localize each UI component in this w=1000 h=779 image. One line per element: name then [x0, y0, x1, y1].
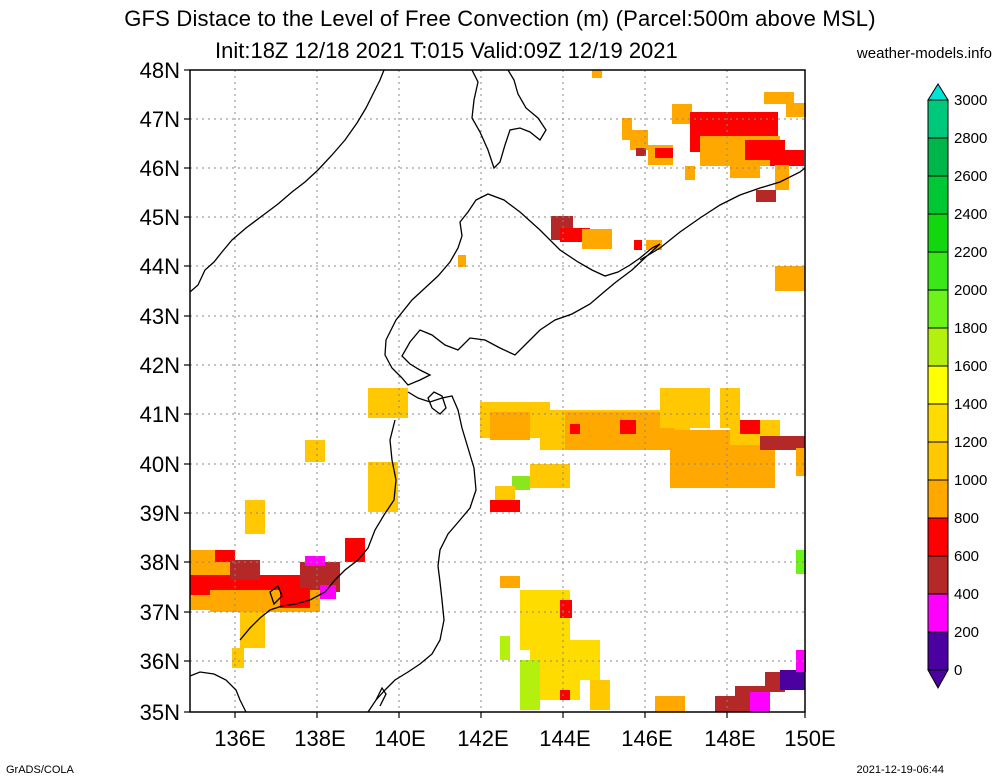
lon-label: 140E	[374, 726, 425, 751]
colorbar-top-arrow	[927, 83, 949, 101]
lat-label: 39N	[140, 501, 180, 526]
colorbar-label: 600	[954, 548, 979, 565]
colorbar-label: 800	[954, 510, 979, 527]
colorbar-label: 2400	[954, 206, 987, 223]
colorbar-label: 1800	[954, 320, 987, 337]
colorbar-label: 2000	[954, 282, 987, 299]
lat-label: 36N	[140, 649, 180, 674]
gridlines	[190, 70, 805, 712]
shading-cluster-southwest	[190, 500, 365, 668]
colorbar-segment	[927, 175, 949, 215]
lon-label: 150E	[784, 726, 835, 751]
lon-label: 144E	[539, 726, 590, 751]
colorbar-label: 1400	[954, 396, 987, 413]
lat-label: 41N	[140, 402, 180, 427]
colorbar-label: 2200	[954, 244, 987, 261]
map-background	[190, 70, 805, 712]
lon-label: 138E	[294, 726, 345, 751]
tick-marks	[184, 69, 806, 718]
colorbar-segment	[927, 555, 949, 595]
colorbar-label: 1200	[954, 434, 987, 451]
lat-label: 44N	[140, 254, 180, 279]
colorbar-segments	[927, 99, 949, 671]
colorbar-label: 0	[954, 662, 962, 679]
coastlines	[189, 69, 806, 713]
lon-label: 136E	[214, 726, 265, 751]
lon-label: 146E	[621, 726, 672, 751]
lat-label: 38N	[140, 550, 180, 575]
colorbar-segment	[927, 441, 949, 481]
lat-label: 37N	[140, 600, 180, 625]
chart-subtitle: Init:18Z 12/18 2021 T:015 Valid:09Z 12/1…	[215, 38, 678, 63]
colorbar-segment	[927, 327, 949, 367]
longitude-labels: 136E 138E 140E 142E 144E 146E 148E 150E	[214, 726, 835, 751]
colorbar: 3000280026002400220020001800160014001200…	[927, 83, 987, 690]
colorbar-label: 400	[954, 586, 979, 603]
colorbar-bottom-arrow	[927, 669, 949, 690]
colorbar-label: 1000	[954, 472, 987, 489]
chart-title: GFS Distace to the Level of Free Convect…	[124, 6, 876, 31]
colorbar-label: 3000	[954, 92, 987, 109]
colorbar-segment	[927, 631, 949, 671]
footer-software: GrADS/COLA	[6, 764, 74, 776]
colorbar-segment	[927, 137, 949, 177]
lat-label: 46N	[140, 156, 180, 181]
lon-label: 142E	[457, 726, 508, 751]
shading-cluster-south	[500, 550, 806, 712]
colorbar-label: 1600	[954, 358, 987, 375]
lat-label: 48N	[140, 58, 180, 83]
colorbar-labels: 3000280026002400220020001800160014001200…	[954, 92, 987, 679]
lat-label: 43N	[140, 304, 180, 329]
colorbar-segment	[927, 251, 949, 291]
lat-label: 42N	[140, 353, 180, 378]
colorbar-label: 2600	[954, 168, 987, 185]
map-frame	[189, 69, 806, 713]
colorbar-segment	[927, 99, 949, 139]
colorbar-segment	[927, 517, 949, 557]
shading-layer	[190, 70, 806, 712]
shading-cluster-hokkaido	[458, 216, 805, 291]
colorbar-label: 200	[954, 624, 979, 641]
colorbar-segment	[927, 403, 949, 443]
colorbar-segment	[927, 365, 949, 405]
lat-label: 40N	[140, 452, 180, 477]
colorbar-segment	[927, 289, 949, 329]
colorbar-label: 2800	[954, 130, 987, 147]
footer-timestamp: 2021-12-19-06:44	[856, 764, 944, 776]
colorbar-segment	[927, 479, 949, 519]
lat-label: 47N	[140, 107, 180, 132]
colorbar-segment	[927, 213, 949, 253]
shading-cluster-band-41n	[305, 388, 806, 512]
latitude-labels: 48N 47N 46N 45N 44N 43N 42N 41N 40N 39N …	[140, 58, 180, 725]
lat-label: 35N	[140, 700, 180, 725]
lon-label: 148E	[704, 726, 755, 751]
credit-text: weather-models.info	[856, 45, 992, 62]
colorbar-segment	[927, 593, 949, 633]
lat-label: 45N	[140, 205, 180, 230]
